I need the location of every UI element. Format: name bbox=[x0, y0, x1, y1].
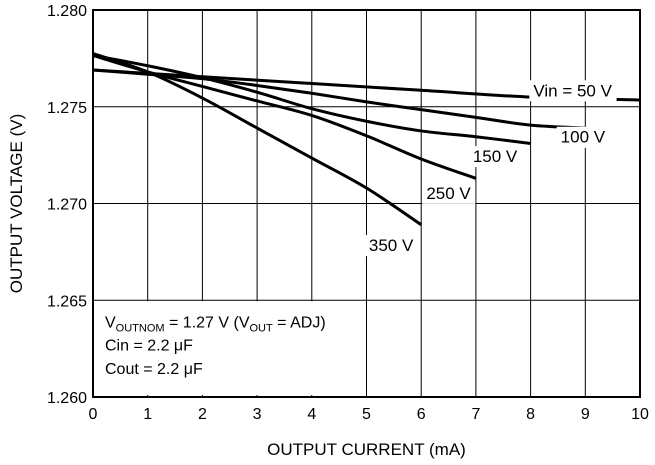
y-tick-label: 1.275 bbox=[47, 100, 87, 117]
note-cout: Cout = 2.2 μF bbox=[105, 361, 203, 378]
note-vout-sub1: OUTNOM bbox=[116, 322, 165, 334]
x-tick-label: 3 bbox=[253, 406, 262, 423]
x-tick-label: 4 bbox=[307, 406, 316, 423]
x-tick-label: 0 bbox=[89, 406, 98, 423]
x-tick-label: 9 bbox=[581, 406, 590, 423]
note-vout: VOUTNOM = 1.27 V (VOUT = ADJ) bbox=[105, 314, 326, 334]
note-vout-mid: = 1.27 V (V bbox=[165, 314, 250, 331]
note-vout-sub2: OUT bbox=[250, 322, 274, 334]
y-tick-label: 1.260 bbox=[47, 390, 87, 407]
y-tick-label: 1.265 bbox=[47, 293, 87, 310]
series-label-3: 250 V bbox=[426, 184, 471, 203]
series-label-4: 350 V bbox=[369, 236, 414, 255]
series-label-bg bbox=[422, 182, 476, 204]
series-label-bg bbox=[529, 80, 617, 102]
plot-frame bbox=[92, 9, 641, 398]
note-vout-v: V bbox=[105, 314, 116, 331]
x-tick-label: 8 bbox=[526, 406, 535, 423]
series-label-2: 150 V bbox=[473, 147, 518, 166]
series-label-bg bbox=[468, 146, 522, 168]
x-tick-label: 7 bbox=[471, 406, 480, 423]
y-axis-label: OUTPUT VOLTAGE (V) bbox=[7, 114, 26, 293]
note-cin: Cin = 2.2 μF bbox=[105, 338, 193, 355]
series-label-bg bbox=[556, 126, 610, 148]
conditions-box bbox=[95, 301, 342, 395]
x-tick-label: 10 bbox=[631, 406, 649, 423]
x-axis-label: OUTPUT CURRENT (mA) bbox=[267, 440, 466, 459]
y-tick-label: 1.270 bbox=[47, 197, 87, 214]
grid bbox=[93, 10, 640, 397]
series-line-2 bbox=[92, 53, 531, 146]
x-tick-label: 5 bbox=[362, 406, 371, 423]
note-vout-end: = ADJ) bbox=[273, 314, 326, 331]
series-label-bg bbox=[364, 235, 418, 257]
x-tick-label: 6 bbox=[417, 406, 426, 423]
x-tick-label: 2 bbox=[198, 406, 207, 423]
y-tick-label: 1.280 bbox=[47, 3, 87, 20]
series-line-4 bbox=[92, 52, 423, 227]
x-tick-label: 1 bbox=[143, 406, 152, 423]
tick-labels: 0 1 2 3 4 5 6 7 8 9 10 1.260 1.265 1.270 1.275 1.280 bbox=[47, 3, 649, 423]
series-line-1 bbox=[92, 68, 586, 130]
series-label-0: Vin = 50 V bbox=[533, 81, 612, 100]
series-label-1: 100 V bbox=[561, 128, 606, 147]
